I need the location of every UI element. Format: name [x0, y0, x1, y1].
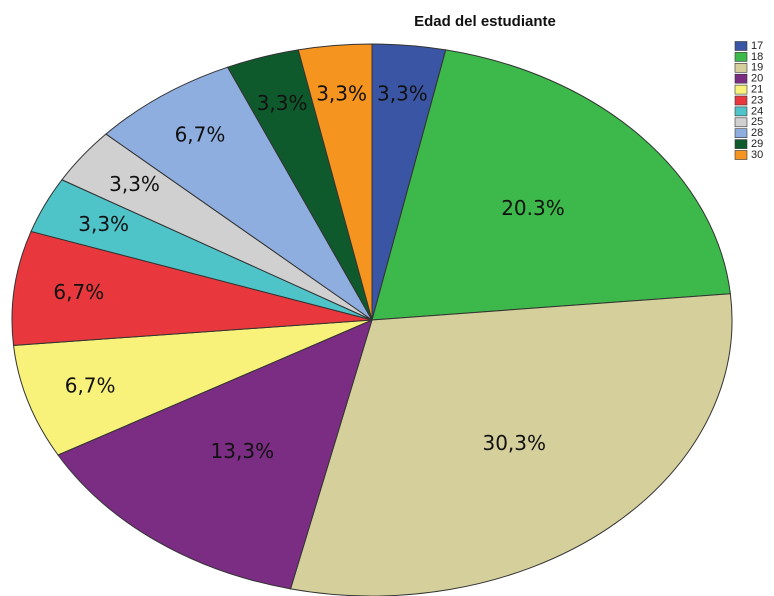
legend-label: 25	[751, 116, 763, 128]
chart-title: Edad del estudiante	[414, 13, 556, 30]
legend-label: 24	[751, 105, 763, 117]
value-label: 3,3%	[109, 172, 160, 196]
pie-slice	[57, 319, 373, 590]
legend-label: 18	[751, 51, 763, 63]
value-label: 3,3%	[377, 81, 428, 105]
legend-swatch	[734, 84, 748, 95]
legend-label: 28	[751, 127, 763, 139]
value-label: 3,3%	[78, 212, 129, 236]
legend-label: 21	[751, 84, 763, 96]
legend-label: 30	[751, 149, 763, 161]
value-label: 3,3%	[316, 81, 367, 105]
value-label: 3,3%	[257, 91, 308, 115]
pie-slice	[12, 319, 373, 456]
value-label: 20.3%	[501, 196, 565, 220]
legend-swatch	[734, 128, 748, 138]
legend-swatch	[734, 62, 748, 73]
legend-label: 23	[751, 94, 763, 106]
value-label: 6,7%	[53, 280, 104, 304]
legend-swatch	[734, 106, 748, 117]
legend-swatch	[734, 139, 748, 149]
pie-slice	[105, 66, 373, 321]
value-label: 30,3%	[482, 431, 546, 455]
value-label: 13,3%	[211, 439, 275, 463]
legend-swatch	[734, 150, 748, 160]
value-label: 6,7%	[65, 374, 116, 398]
value-label: 6,7%	[175, 123, 226, 147]
legend-swatch	[734, 117, 748, 128]
legend-label: 29	[751, 138, 763, 150]
legend-label: 19	[751, 62, 763, 74]
legend-swatch	[734, 73, 748, 84]
legend-label: 20	[751, 73, 763, 85]
legend-swatch	[734, 41, 748, 51]
pie-slice	[297, 43, 373, 321]
legend-swatch	[734, 52, 748, 62]
legend-swatch	[734, 95, 748, 106]
pie-slice	[11, 230, 373, 346]
legend-label: 17	[751, 40, 763, 52]
pie-slice	[371, 49, 731, 321]
